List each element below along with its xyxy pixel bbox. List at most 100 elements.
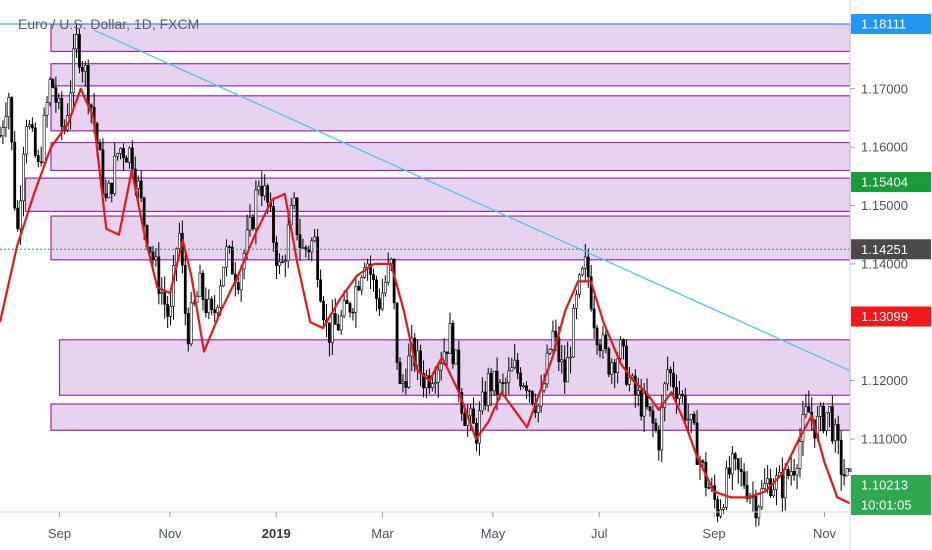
- candle-282: [828, 406, 831, 428]
- candle-body-61: [178, 232, 181, 249]
- candle-body-17: [48, 79, 52, 103]
- candle-body-131: [383, 282, 387, 294]
- candle-3: [7, 92, 11, 130]
- candle-29: [83, 60, 87, 87]
- candle-280: [822, 402, 825, 434]
- candle-body-239: [701, 460, 705, 463]
- candle-body-217: [636, 390, 640, 396]
- candle-222: [651, 405, 655, 438]
- candle-body-241: [707, 487, 711, 489]
- candle-body-37: [107, 182, 111, 199]
- candle-55: [160, 277, 164, 305]
- candle-body-93: [272, 206, 275, 243]
- candle-body-187: [548, 349, 552, 354]
- candle-2: [4, 102, 8, 138]
- candle-body-48: [139, 180, 143, 199]
- candle-body-127: [372, 274, 375, 281]
- candle-body-174: [510, 367, 514, 372]
- candle-231: [678, 380, 681, 406]
- candle-175: [513, 343, 517, 370]
- candle-251: [736, 457, 740, 484]
- candle-body-251: [736, 458, 740, 470]
- candle-163: [478, 401, 481, 456]
- lines-layer: [0, 23, 851, 372]
- candle-body-19: [54, 87, 58, 103]
- candle-body-211: [619, 339, 622, 359]
- candle-body-4: [10, 97, 14, 143]
- candle-209: [613, 359, 617, 389]
- candle-230: [675, 374, 678, 414]
- candle-body-49: [142, 197, 146, 226]
- candle-body-252: [739, 468, 743, 473]
- candle-body-162: [475, 423, 478, 444]
- candle-206: [604, 329, 608, 354]
- candle-20: [57, 93, 61, 110]
- candle-body-202: [592, 308, 596, 329]
- candle-body-227: [666, 369, 670, 385]
- zone-5: [50, 215, 851, 261]
- candle-body-11: [30, 124, 34, 129]
- candle-36: [104, 179, 108, 202]
- candle-body-163: [478, 410, 481, 444]
- candle-69: [201, 270, 205, 311]
- candle-274: [804, 394, 808, 419]
- candle-body-13: [36, 155, 40, 162]
- candle-229: [672, 361, 675, 396]
- candle-179: [525, 381, 528, 399]
- candle-body-212: [622, 339, 625, 347]
- zone-6: [58, 339, 851, 396]
- candle-body-158: [463, 412, 467, 426]
- candle-165: [483, 380, 487, 411]
- candle-body-88: [257, 185, 261, 191]
- candle-218: [639, 378, 643, 421]
- candle-body-179: [525, 385, 528, 392]
- candle-body-284: [833, 424, 837, 442]
- candle-body-280: [822, 405, 825, 432]
- candle-71: [207, 289, 211, 320]
- candle-214: [628, 367, 631, 392]
- candle-224: [657, 425, 661, 461]
- candle-128: [375, 275, 378, 312]
- candle-53: [154, 248, 158, 267]
- candle-122: [357, 280, 361, 292]
- candle-115: [336, 314, 340, 332]
- candle-253: [742, 463, 746, 490]
- candle-15: [42, 107, 46, 167]
- candle-body-27: [78, 34, 81, 68]
- candle-201: [589, 264, 593, 312]
- candle-body-229: [672, 372, 675, 388]
- candle-93: [272, 197, 275, 252]
- candle-body-185: [542, 383, 546, 391]
- candle-41: [119, 147, 122, 160]
- candle-10: [28, 119, 31, 130]
- candle-79: [230, 240, 234, 275]
- candle-body-218: [639, 390, 643, 417]
- candle-body-199: [583, 256, 587, 269]
- candle-145: [425, 370, 428, 399]
- candle-body-126: [369, 263, 372, 275]
- candle-body-271: [795, 468, 799, 476]
- price-badge-2: [851, 239, 931, 260]
- candle-body-97: [283, 260, 287, 263]
- candle-89: [260, 171, 264, 207]
- y-tick-label-5: 1.11000: [861, 432, 907, 447]
- candle-body-230: [675, 386, 678, 400]
- candle-body-57: [166, 303, 170, 317]
- candle-body-226: [663, 383, 667, 408]
- candle-178: [522, 383, 525, 389]
- candle-body-286: [839, 439, 843, 475]
- candle-body-274: [804, 406, 808, 415]
- candle-body-15: [42, 114, 46, 163]
- candle-body-81: [236, 282, 240, 291]
- candle-body-8: [22, 153, 25, 202]
- candle-body-135: [395, 302, 399, 363]
- candle-252: [739, 457, 743, 487]
- candle-198: [580, 266, 584, 277]
- candle-body-245: [719, 509, 722, 517]
- candle-130: [380, 278, 384, 311]
- candle-259: [760, 480, 764, 511]
- candle-275: [807, 390, 811, 413]
- moving-average-layer: [0, 87, 851, 505]
- candle-177: [519, 367, 522, 391]
- candle-213: [625, 339, 628, 387]
